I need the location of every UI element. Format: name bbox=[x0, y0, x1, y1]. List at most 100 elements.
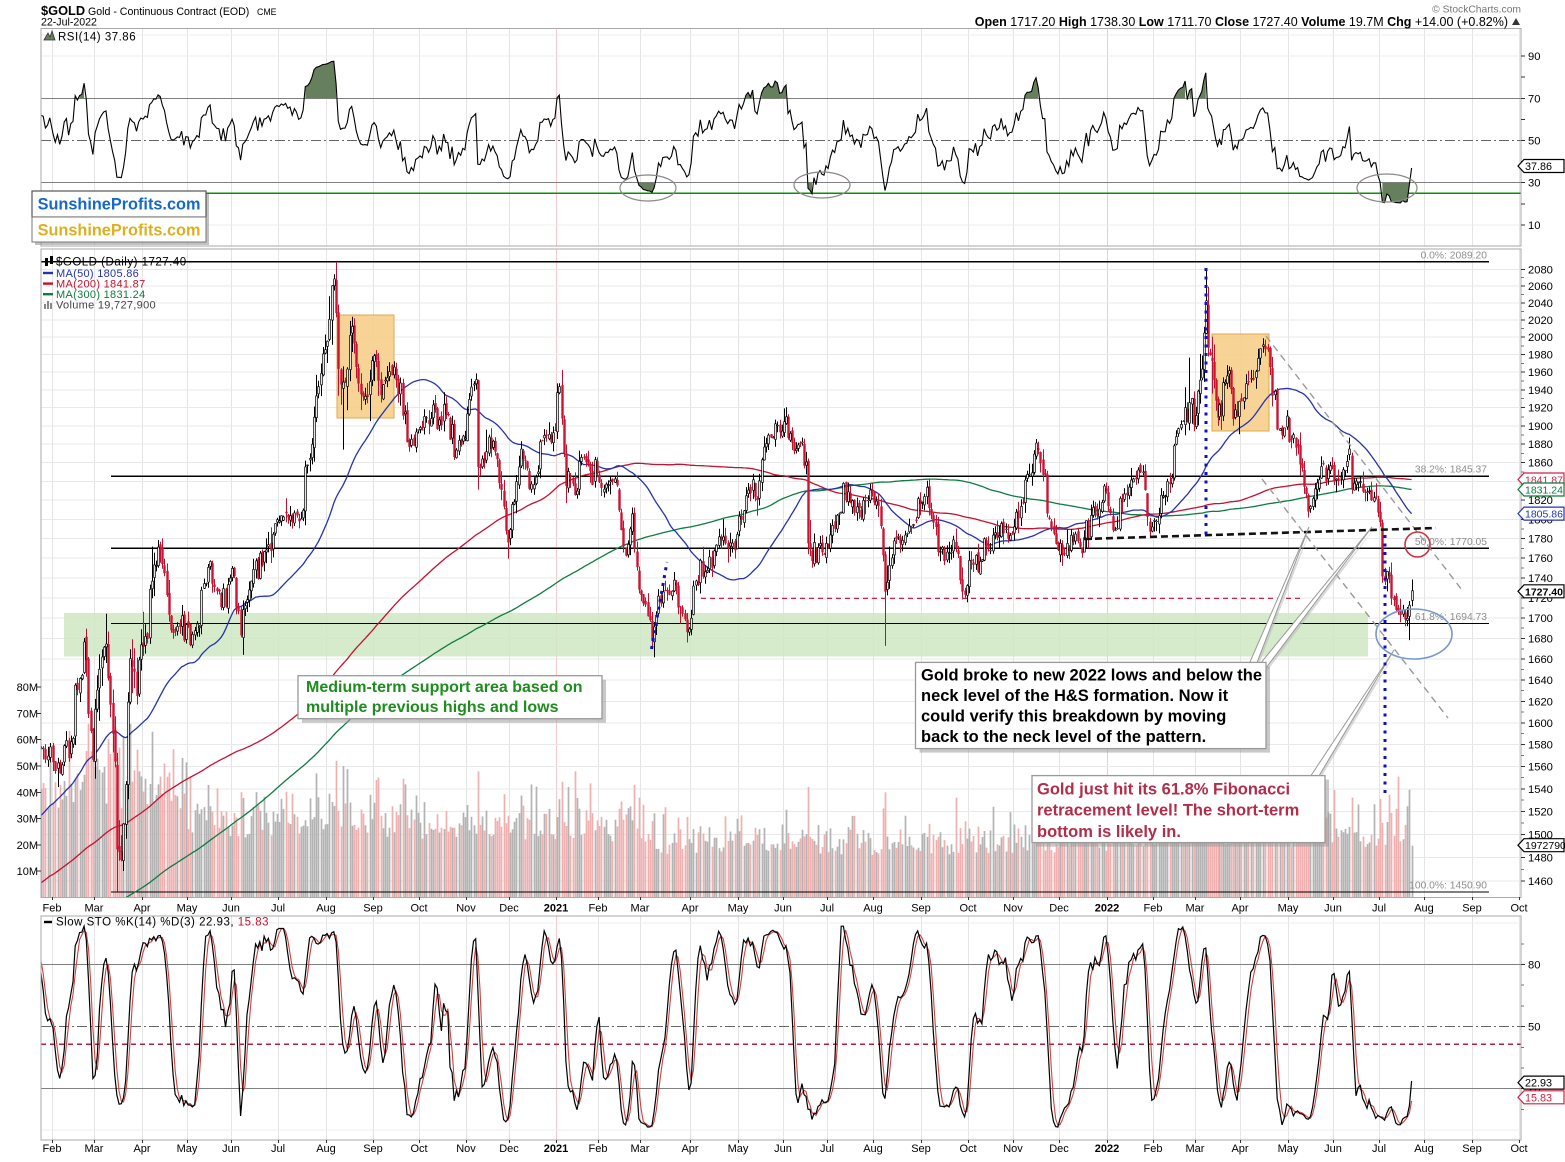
svg-text:Jul: Jul bbox=[271, 903, 285, 915]
svg-text:50M: 50M bbox=[17, 761, 38, 773]
svg-text:Jun: Jun bbox=[222, 903, 240, 915]
svg-text:Dec: Dec bbox=[499, 903, 519, 915]
svg-text:1520: 1520 bbox=[1528, 807, 1553, 819]
svg-text:Aug: Aug bbox=[863, 1143, 883, 1155]
svg-text:bottom is likely in.: bottom is likely in. bbox=[1037, 823, 1181, 841]
svg-text:Open 1717.20 High 1738.30 Low: Open 1717.20 High 1738.30 Low 1711.70 Cl… bbox=[975, 15, 1508, 29]
svg-text:Oct: Oct bbox=[959, 903, 976, 915]
svg-text:Jun: Jun bbox=[1324, 903, 1342, 915]
svg-text:Jul: Jul bbox=[1372, 1143, 1386, 1155]
svg-text:Apr: Apr bbox=[133, 903, 150, 915]
svg-text:80M: 80M bbox=[17, 682, 38, 694]
svg-text:SunshineProfits.com: SunshineProfits.com bbox=[38, 222, 201, 240]
svg-text:10M: 10M bbox=[17, 866, 38, 878]
svg-text:Nov: Nov bbox=[1003, 903, 1023, 915]
svg-text:70: 70 bbox=[1528, 93, 1540, 105]
svg-text:Mar: Mar bbox=[631, 1143, 650, 1155]
svg-text:Sep: Sep bbox=[911, 1143, 931, 1155]
svg-text:Apr: Apr bbox=[133, 1143, 150, 1155]
svg-text:2022: 2022 bbox=[1095, 1143, 1119, 1155]
svg-text:$GOLD (Daily) 1727.40: $GOLD (Daily) 1727.40 bbox=[56, 257, 187, 269]
svg-text:100.0%: 1450.90: 100.0%: 1450.90 bbox=[1409, 880, 1487, 891]
svg-text:Mar: Mar bbox=[1186, 903, 1205, 915]
svg-text:MA(50) 1805.86: MA(50) 1805.86 bbox=[56, 268, 139, 280]
svg-text:1680: 1680 bbox=[1528, 634, 1553, 646]
svg-text:15.83: 15.83 bbox=[1525, 1092, 1552, 1104]
svg-text:Sep: Sep bbox=[363, 1143, 383, 1155]
svg-text:Apr: Apr bbox=[1231, 1143, 1248, 1155]
svg-text:1760: 1760 bbox=[1528, 553, 1553, 565]
svg-text:50: 50 bbox=[1528, 1022, 1540, 1034]
svg-text:Gold broke to new 2022 lows an: Gold broke to new 2022 lows and below th… bbox=[921, 666, 1262, 684]
svg-text:1831.24: 1831.24 bbox=[1525, 485, 1563, 497]
svg-text:SunshineProfits.com: SunshineProfits.com bbox=[38, 196, 201, 214]
svg-text:Sep: Sep bbox=[363, 903, 383, 915]
svg-text:MA(300) 1831.24: MA(300) 1831.24 bbox=[56, 289, 146, 301]
svg-text:Medium-term support area based: Medium-term support area based on bbox=[306, 679, 583, 696]
svg-text:2000: 2000 bbox=[1528, 332, 1553, 344]
svg-text:Jul: Jul bbox=[271, 1143, 285, 1155]
svg-text:1805.86: 1805.86 bbox=[1525, 509, 1563, 521]
svg-text:Feb: Feb bbox=[589, 1143, 608, 1155]
svg-text:May: May bbox=[728, 903, 749, 915]
svg-text:1972790: 1972790 bbox=[1525, 840, 1565, 852]
svg-text:1540: 1540 bbox=[1528, 784, 1553, 796]
svg-text:RSI(14) 37.86: RSI(14) 37.86 bbox=[58, 32, 136, 44]
svg-text:40M: 40M bbox=[17, 787, 38, 799]
svg-text:2080: 2080 bbox=[1528, 264, 1553, 276]
svg-text:Aug: Aug bbox=[863, 903, 883, 915]
svg-text:1560: 1560 bbox=[1528, 762, 1553, 774]
svg-text:90: 90 bbox=[1528, 51, 1540, 63]
svg-text:Aug: Aug bbox=[1414, 1143, 1434, 1155]
svg-text:70M: 70M bbox=[17, 708, 38, 720]
svg-text:1980: 1980 bbox=[1528, 350, 1553, 362]
svg-text:CME: CME bbox=[257, 7, 277, 17]
svg-text:1640: 1640 bbox=[1528, 675, 1553, 687]
svg-text:1780: 1780 bbox=[1528, 534, 1553, 546]
svg-text:Feb: Feb bbox=[43, 1143, 62, 1155]
svg-text:2021: 2021 bbox=[544, 903, 568, 915]
svg-text:Feb: Feb bbox=[1144, 903, 1163, 915]
svg-text:Feb: Feb bbox=[589, 903, 608, 915]
svg-text:Oct: Oct bbox=[410, 1143, 427, 1155]
svg-text:Jul: Jul bbox=[820, 1143, 834, 1155]
svg-text:could verify this breakdown by: could verify this breakdown by moving bbox=[921, 707, 1226, 725]
svg-text:neck level of the H&S formatio: neck level of the H&S formation. Now it bbox=[921, 687, 1229, 705]
svg-text:Aug: Aug bbox=[1414, 903, 1434, 915]
svg-text:Oct: Oct bbox=[1510, 1143, 1527, 1155]
svg-text:Volume 19,727,900: Volume 19,727,900 bbox=[56, 299, 156, 311]
svg-text:Slow STO %K(14) %D(3) 22.93, 1: Slow STO %K(14) %D(3) 22.93, 15.83 bbox=[56, 917, 269, 929]
svg-text:22-Jul-2022: 22-Jul-2022 bbox=[41, 17, 97, 29]
svg-text:Apr: Apr bbox=[681, 903, 698, 915]
svg-text:Feb: Feb bbox=[43, 903, 62, 915]
svg-text:80: 80 bbox=[1528, 960, 1540, 972]
svg-text:Feb: Feb bbox=[1144, 1143, 1163, 1155]
svg-text:37.86: 37.86 bbox=[1525, 161, 1552, 173]
svg-text:1480: 1480 bbox=[1528, 853, 1553, 865]
svg-text:60M: 60M bbox=[17, 735, 38, 747]
svg-text:multiple previous highs and lo: multiple previous highs and lows bbox=[306, 699, 559, 716]
svg-text:Gold - Continuous Contract (EO: Gold - Continuous Contract (EOD) bbox=[88, 6, 249, 18]
svg-text:Apr: Apr bbox=[681, 1143, 698, 1155]
svg-text:1820: 1820 bbox=[1528, 495, 1553, 507]
svg-text:Aug: Aug bbox=[316, 903, 336, 915]
svg-text:Dec: Dec bbox=[1049, 1143, 1069, 1155]
svg-text:1600: 1600 bbox=[1528, 718, 1553, 730]
svg-text:10: 10 bbox=[1528, 220, 1540, 232]
svg-text:Nov: Nov bbox=[456, 903, 476, 915]
svg-text:2022: 2022 bbox=[1095, 903, 1119, 915]
svg-text:Sep: Sep bbox=[1462, 903, 1482, 915]
svg-text:2060: 2060 bbox=[1528, 281, 1553, 293]
svg-text:1920: 1920 bbox=[1528, 403, 1553, 415]
svg-text:1740: 1740 bbox=[1528, 573, 1553, 585]
svg-text:Oct: Oct bbox=[1510, 903, 1527, 915]
svg-text:1580: 1580 bbox=[1528, 740, 1553, 752]
svg-text:1660: 1660 bbox=[1528, 654, 1553, 666]
svg-text:2021: 2021 bbox=[544, 1143, 568, 1155]
svg-text:1900: 1900 bbox=[1528, 421, 1553, 433]
svg-text:61.8%: 1694.73: 61.8%: 1694.73 bbox=[1415, 612, 1487, 623]
svg-text:Apr: Apr bbox=[1231, 903, 1248, 915]
svg-text:May: May bbox=[177, 903, 198, 915]
svg-text:0.0%: 2089.20: 0.0%: 2089.20 bbox=[1421, 250, 1488, 261]
svg-text:1940: 1940 bbox=[1528, 385, 1553, 397]
